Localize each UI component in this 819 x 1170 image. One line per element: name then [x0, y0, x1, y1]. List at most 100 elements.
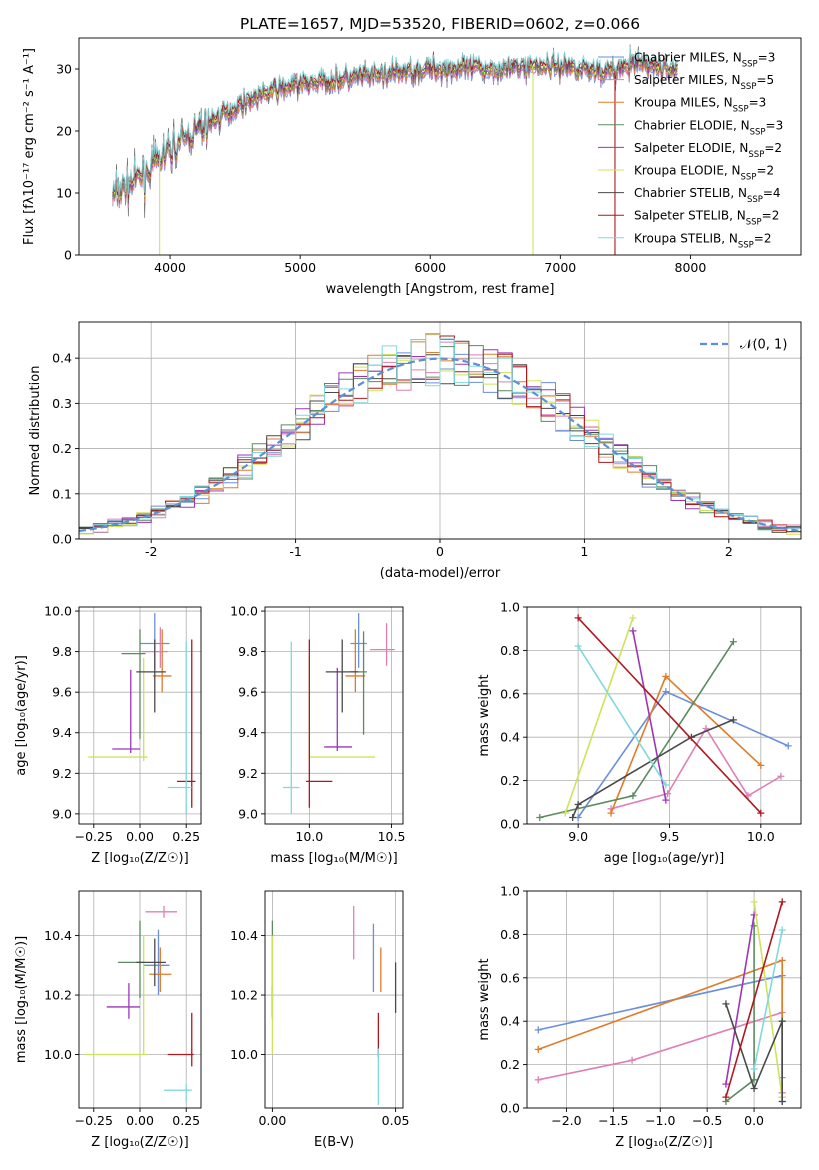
mass-weight-line [632, 630, 667, 801]
mass-weight-line [564, 617, 634, 814]
x-tick-label: 7000 [544, 260, 576, 275]
y-tick-label: 0.4 [500, 1014, 520, 1029]
y-tick-label: 9.2 [238, 766, 258, 781]
model-spectrum-line [112, 46, 678, 196]
y-tick-label: 20 [56, 124, 72, 139]
y-tick-label: 0.3 [52, 396, 72, 411]
plus-marker [569, 813, 577, 821]
legend-entry: Kroupa STELIB, NSSP=2 [634, 231, 772, 250]
y-tick-label: 0.0 [500, 817, 520, 832]
y-tick-label: 9.6 [238, 685, 258, 700]
x-tick-label: −0.25 [75, 1113, 113, 1128]
errorbars [84, 905, 194, 1103]
panel-weight_vs_age: 9.0 9.5 10.0 0.0 0.2 0.4 0.6 0.8 1.0 age [log₁₀(a… [477, 600, 802, 866]
x-tick-label: −2.0 [551, 1113, 581, 1128]
spectrum-legend: Chabrier MILES, NSSP=3 Salpeter MILES, NS… [598, 51, 783, 250]
plus-marker [561, 809, 569, 817]
plus-marker [574, 642, 582, 650]
x-tick-label: -1 [289, 544, 301, 559]
y-tick-label: 9.2 [52, 766, 72, 781]
y-tick-label: 1.0 [500, 884, 520, 899]
plot-area-residuals [79, 333, 801, 539]
panel-age_vs_Z: −0.25 0.00 0.25 9.0 9.2 9.4 9.6 9.8 10.0 Z [log₁₀… [14, 604, 202, 866]
y-axis-label: mass weight [477, 958, 492, 1040]
x-tick-label: 6000 [414, 260, 446, 275]
plus-marker [629, 792, 637, 800]
x-tick-label: 0.00 [258, 1113, 286, 1128]
x-axis-label: Z [log₁₀(Z/Z☉)] [615, 1135, 712, 1150]
plus-marker [778, 898, 786, 906]
y-axis-label: mass weight [477, 674, 492, 756]
y-tick-label: 10.4 [230, 928, 258, 943]
y-tick-label: 9.0 [238, 806, 258, 821]
model-spectrum-line [112, 53, 678, 203]
plot-area-age_vs_Z [88, 613, 196, 814]
legend-entry: Chabrier ELODIE, NSSP=3 [634, 118, 783, 137]
x-tick-label: −1.5 [598, 1113, 628, 1128]
panel-spectrum: 4000 5000 6000 7000 8000 0 10 20 30 wavelength [A… [22, 37, 802, 297]
x-axis-label: (data-model)/error [380, 566, 501, 581]
panel-age_vs_mass: 10.0 10.5 9.0 9.2 9.4 9.6 9.8 10.0 mass [log₁₀(M… [230, 604, 405, 866]
residual-histogram [79, 338, 801, 539]
x-axis-label: age [log₁₀(age/yr)] [604, 851, 725, 866]
y-tick-label: 10.0 [230, 604, 258, 619]
plus-marker [778, 1017, 786, 1025]
plus-marker [750, 898, 758, 906]
panel-mass_vs_Z: −0.25 0.00 0.25 10.0 10.2 10.4 Z [log₁₀(Z/Z☉)]… [14, 890, 202, 1150]
errorbars [283, 613, 395, 814]
x-tick-label: 0.25 [172, 1113, 200, 1128]
y-tick-label: 0.4 [500, 730, 520, 745]
plot-area-weight_vs_Z [534, 898, 786, 1105]
plus-marker [729, 716, 737, 724]
y-tick-label: 10.4 [44, 928, 72, 943]
x-tick-label: 9.0 [568, 829, 588, 844]
plus-marker [778, 956, 786, 964]
plot-area-mass_vs_Z [84, 905, 194, 1103]
legend-entry: Kroupa MILES, NSSP=3 [634, 96, 766, 115]
y-tick-label: 9.4 [238, 725, 258, 740]
y-axis-label: mass [log₁₀(M/M☉)] [14, 936, 29, 1063]
y-tick-label: 9.8 [52, 644, 72, 659]
plot-area-mass_vs_ebv [271, 905, 397, 1106]
panel-mass_vs_ebv: 0.00 0.05 10.0 10.2 10.4 E(B-V) [230, 890, 410, 1150]
plus-marker [778, 926, 786, 934]
plus-marker [722, 1080, 730, 1088]
legend-entry: Kroupa ELODIE, NSSP=2 [634, 164, 774, 183]
x-tick-label: 0.05 [382, 1113, 410, 1128]
plus-marker [750, 1084, 758, 1092]
errorbars [88, 613, 196, 814]
x-axis-label: mass [log₁₀(M/M☉)] [270, 851, 397, 866]
figure-title: PLATE=1657, MJD=53520, FIBERID=0602, z=0… [240, 15, 640, 33]
legend-entry: 𝒩(0, 1) [740, 338, 787, 353]
plus-marker [777, 772, 785, 780]
y-tick-label: 10.2 [44, 988, 72, 1003]
plus-marker [662, 796, 670, 804]
y-tick-label: 0.8 [500, 927, 520, 942]
y-tick-label: 1.0 [500, 600, 520, 615]
weight-lines [534, 898, 786, 1105]
axes-frame [78, 37, 802, 256]
x-tick-label: 10.5 [378, 829, 406, 844]
x-tick-label: 0.00 [126, 1113, 154, 1128]
x-tick-label: 4000 [154, 260, 186, 275]
y-tick-label: 10.2 [230, 988, 258, 1003]
plus-marker [574, 614, 582, 622]
plus-marker [757, 761, 765, 769]
axes-frame [526, 606, 802, 825]
normal-reference-curve [79, 357, 801, 533]
y-tick-label: 0.6 [500, 686, 520, 701]
y-tick-label: 9.8 [238, 644, 258, 659]
y-axis-label: Normed distribution [28, 366, 43, 496]
panel-residuals: -2 -1 0 1 2 0.0 0.1 0.2 0.3 0.4 (data-model)/error… [28, 321, 802, 581]
plus-marker [629, 627, 637, 635]
mass-weight-line [539, 641, 735, 819]
plus-marker [662, 672, 670, 680]
x-tick-label: 0.00 [126, 829, 154, 844]
y-tick-label: 0 [64, 248, 72, 263]
plus-marker [757, 809, 765, 817]
y-tick-label: 0.1 [52, 486, 72, 501]
x-tick-label: 10.0 [747, 829, 775, 844]
x-tick-label: -2 [145, 544, 157, 559]
y-tick-label: 9.4 [52, 725, 72, 740]
